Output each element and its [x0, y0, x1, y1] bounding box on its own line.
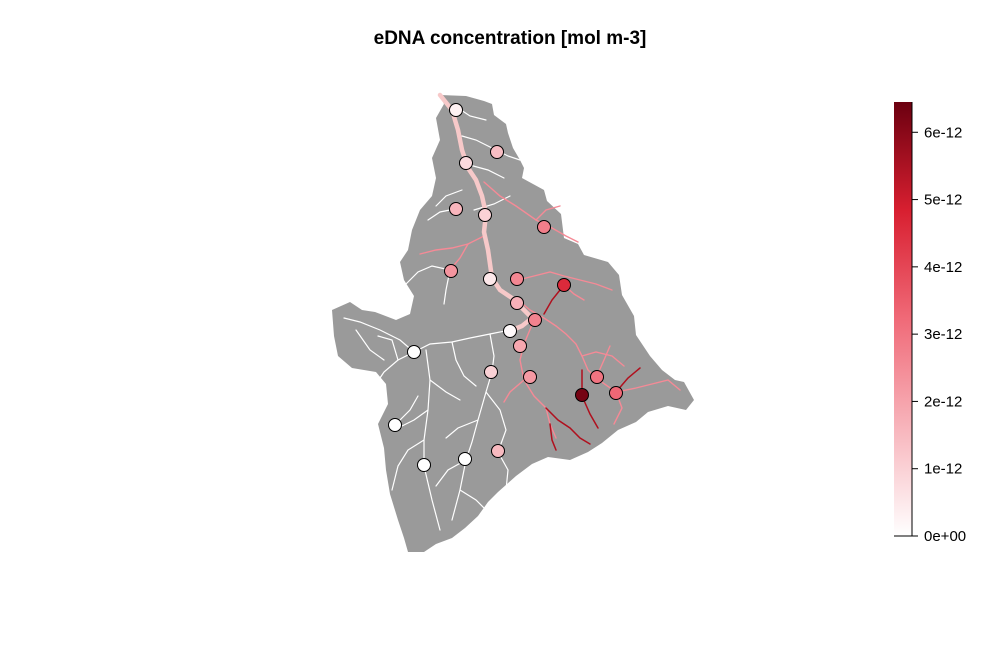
sampling-site-marker — [590, 370, 604, 384]
legend-tick-label: 0e+00 — [924, 528, 966, 545]
sampling-site-marker — [491, 444, 505, 458]
sampling-sites — [388, 103, 623, 472]
sampling-site-marker — [388, 418, 402, 432]
sampling-site-marker — [483, 272, 497, 286]
sampling-site-marker — [513, 339, 527, 353]
color-legend-ticks: 0e+00 1e-12 2e-12 3e-12 4e-12 5e-12 6e-12 — [894, 102, 966, 545]
legend-tick-label: 6e-12 — [924, 124, 962, 141]
sampling-site-marker — [490, 145, 504, 159]
map-title: eDNA concentration [mol m-3] — [373, 28, 647, 49]
sampling-site-marker — [609, 386, 623, 400]
legend-tick-label: 2e-12 — [924, 393, 962, 410]
sampling-site-marker — [503, 324, 517, 338]
sampling-site-marker — [510, 272, 524, 286]
sampling-site-marker — [444, 264, 458, 278]
sampling-site-marker — [484, 365, 498, 379]
legend-tick-label: 4e-12 — [924, 259, 962, 276]
sampling-site-marker — [510, 296, 524, 310]
sampling-site-marker — [537, 220, 551, 234]
legend-tick-label: 1e-12 — [924, 461, 962, 478]
sampling-site-marker — [459, 156, 473, 170]
legend-tick-label: 5e-12 — [924, 192, 962, 209]
sampling-site-marker — [458, 452, 472, 466]
sampling-site-marker — [449, 202, 463, 216]
main-river — [437, 92, 535, 333]
sampling-site-marker — [528, 313, 542, 327]
sampling-site-marker — [407, 345, 421, 359]
catchment-area — [332, 95, 694, 552]
sampling-site-marker — [478, 208, 492, 222]
sampling-site-marker — [575, 388, 589, 402]
legend-tick-label: 3e-12 — [924, 326, 962, 343]
sampling-site-marker — [449, 103, 463, 117]
sampling-site-marker — [417, 458, 431, 472]
color-legend-bar — [894, 102, 912, 536]
sampling-site-marker — [557, 278, 571, 292]
sampling-site-marker — [523, 370, 537, 384]
